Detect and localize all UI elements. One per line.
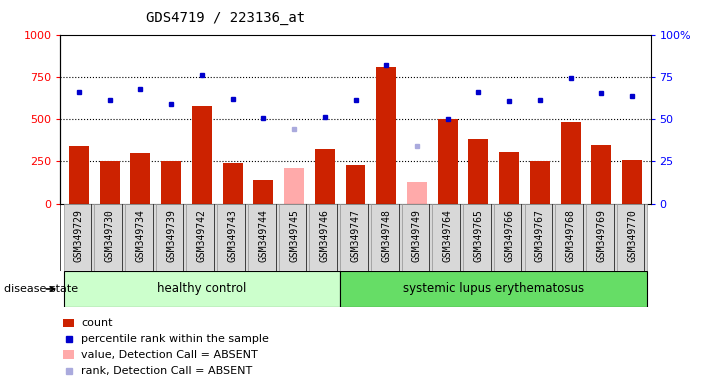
- Bar: [340, 271, 648, 307]
- Text: percentile rank within the sample: percentile rank within the sample: [81, 334, 269, 344]
- Bar: [622, 161, 642, 204]
- Bar: [525, 204, 555, 271]
- Text: count: count: [81, 318, 112, 328]
- Bar: [586, 204, 616, 271]
- Text: GSM349767: GSM349767: [535, 209, 545, 262]
- Text: GSM349744: GSM349744: [258, 209, 268, 262]
- Bar: [161, 161, 181, 204]
- Bar: [95, 204, 125, 271]
- Text: GSM349747: GSM349747: [351, 209, 360, 262]
- Bar: [376, 67, 396, 204]
- Bar: [555, 204, 586, 271]
- Text: GSM349742: GSM349742: [197, 209, 207, 262]
- Bar: [499, 152, 519, 204]
- Text: disease state: disease state: [4, 284, 77, 294]
- Bar: [561, 122, 581, 204]
- Text: GSM349765: GSM349765: [474, 209, 483, 262]
- Text: systemic lupus erythematosus: systemic lupus erythematosus: [403, 283, 584, 295]
- Text: GSM349743: GSM349743: [228, 209, 237, 262]
- Bar: [616, 204, 648, 271]
- Text: value, Detection Call = ABSENT: value, Detection Call = ABSENT: [81, 349, 258, 360]
- Text: GSM349748: GSM349748: [381, 209, 391, 262]
- Text: GSM349739: GSM349739: [166, 209, 176, 262]
- Bar: [253, 180, 273, 204]
- Text: GSM349729: GSM349729: [74, 209, 84, 262]
- Text: GSM349746: GSM349746: [320, 209, 330, 262]
- Bar: [284, 168, 304, 204]
- Text: healthy control: healthy control: [157, 283, 247, 295]
- Bar: [223, 163, 242, 204]
- Bar: [192, 106, 212, 204]
- Bar: [63, 351, 74, 359]
- Bar: [407, 182, 427, 204]
- Bar: [125, 204, 156, 271]
- Bar: [340, 204, 371, 271]
- Bar: [156, 204, 186, 271]
- Bar: [63, 271, 340, 307]
- Bar: [432, 204, 463, 271]
- Bar: [279, 204, 309, 271]
- Bar: [186, 204, 217, 271]
- Text: GSM349730: GSM349730: [105, 209, 114, 262]
- Text: GSM349770: GSM349770: [627, 209, 637, 262]
- Bar: [592, 145, 611, 204]
- Text: GSM349768: GSM349768: [566, 209, 576, 262]
- Bar: [130, 153, 150, 204]
- Text: GSM349734: GSM349734: [135, 209, 145, 262]
- Bar: [69, 146, 89, 204]
- Bar: [371, 204, 402, 271]
- Bar: [346, 165, 365, 204]
- Bar: [438, 119, 458, 204]
- Bar: [469, 139, 488, 204]
- Bar: [494, 204, 525, 271]
- Bar: [402, 204, 432, 271]
- Text: GSM349769: GSM349769: [597, 209, 606, 262]
- Bar: [248, 204, 279, 271]
- Bar: [463, 204, 494, 271]
- Bar: [100, 161, 119, 204]
- Text: GDS4719 / 223136_at: GDS4719 / 223136_at: [146, 11, 305, 25]
- Bar: [217, 204, 248, 271]
- Bar: [63, 319, 74, 327]
- Text: rank, Detection Call = ABSENT: rank, Detection Call = ABSENT: [81, 366, 252, 376]
- Text: GSM349749: GSM349749: [412, 209, 422, 262]
- Text: GSM349766: GSM349766: [504, 209, 514, 262]
- Bar: [63, 204, 95, 271]
- Text: GSM349764: GSM349764: [443, 209, 453, 262]
- Bar: [315, 149, 335, 204]
- Bar: [309, 204, 340, 271]
- Bar: [530, 161, 550, 204]
- Text: GSM349745: GSM349745: [289, 209, 299, 262]
